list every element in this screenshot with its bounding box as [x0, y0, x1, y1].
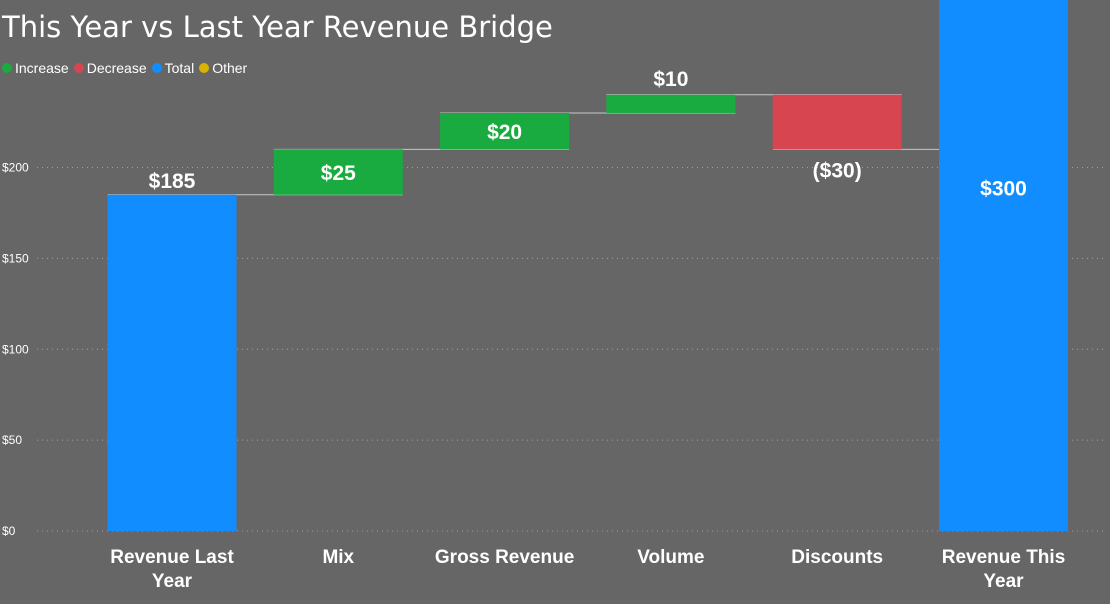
x-category-label: Mix: [322, 547, 354, 568]
bar-total: [107, 194, 237, 531]
data-label: $25: [321, 162, 356, 185]
x-category-label-line: Year: [983, 571, 1024, 592]
y-tick-label-0: $0: [2, 524, 16, 538]
legend-item-increase[interactable]: Increase: [2, 60, 69, 76]
legend-label-total: Total: [164, 60, 195, 76]
x-category-label-line: Mix: [322, 547, 354, 568]
legend-marker-other: [199, 63, 210, 73]
x-category-label-line: Year: [152, 571, 193, 592]
legend-item-decrease[interactable]: Decrease: [73, 60, 147, 76]
data-label: $20: [487, 121, 522, 144]
x-category-label: Volume: [637, 547, 704, 568]
legend-label-decrease: Decrease: [86, 60, 147, 76]
legend-marker-increase: [2, 63, 12, 73]
legend-marker-decrease: [73, 63, 84, 73]
y-tick-label-50: $50: [2, 433, 22, 447]
bar-total: [939, 0, 1068, 531]
data-label: $300: [980, 178, 1027, 201]
x-category-label: Revenue Last Year: [110, 547, 234, 592]
legend-label-other: Other: [212, 60, 248, 76]
chart-legend: Increase Decrease Total Other: [2, 60, 252, 76]
legend-item-other[interactable]: Other: [199, 60, 247, 76]
data-label: $185: [149, 170, 196, 193]
x-category-label-line: Revenue Last: [110, 547, 234, 568]
x-category-label-line: Revenue This: [942, 547, 1066, 568]
x-category-label: Revenue This Year: [942, 547, 1066, 592]
bar-increase: [440, 112, 570, 150]
x-category-label: Discounts: [791, 547, 883, 568]
x-category-label-line: Gross Revenue: [435, 547, 574, 568]
x-category-label: Gross Revenue: [435, 547, 574, 568]
bar-increase: [606, 94, 736, 113]
y-tick-label-100: $100: [2, 342, 29, 356]
y-tick-label-150: $150: [2, 251, 29, 265]
legend-label-increase: Increase: [15, 60, 69, 76]
data-label: $10: [653, 68, 688, 91]
legend-marker-total: [151, 63, 162, 73]
bar-decrease: [772, 94, 902, 150]
chart-title: This Year vs Last Year Revenue Bridge: [2, 10, 553, 44]
x-category-label-line: Volume: [637, 547, 704, 568]
x-category-label-line: Discounts: [791, 547, 883, 568]
bar-increase: [273, 149, 403, 195]
data-label: ($30): [813, 159, 862, 182]
y-tick-label-200: $200: [2, 161, 29, 175]
legend-item-total[interactable]: Total: [151, 60, 195, 76]
